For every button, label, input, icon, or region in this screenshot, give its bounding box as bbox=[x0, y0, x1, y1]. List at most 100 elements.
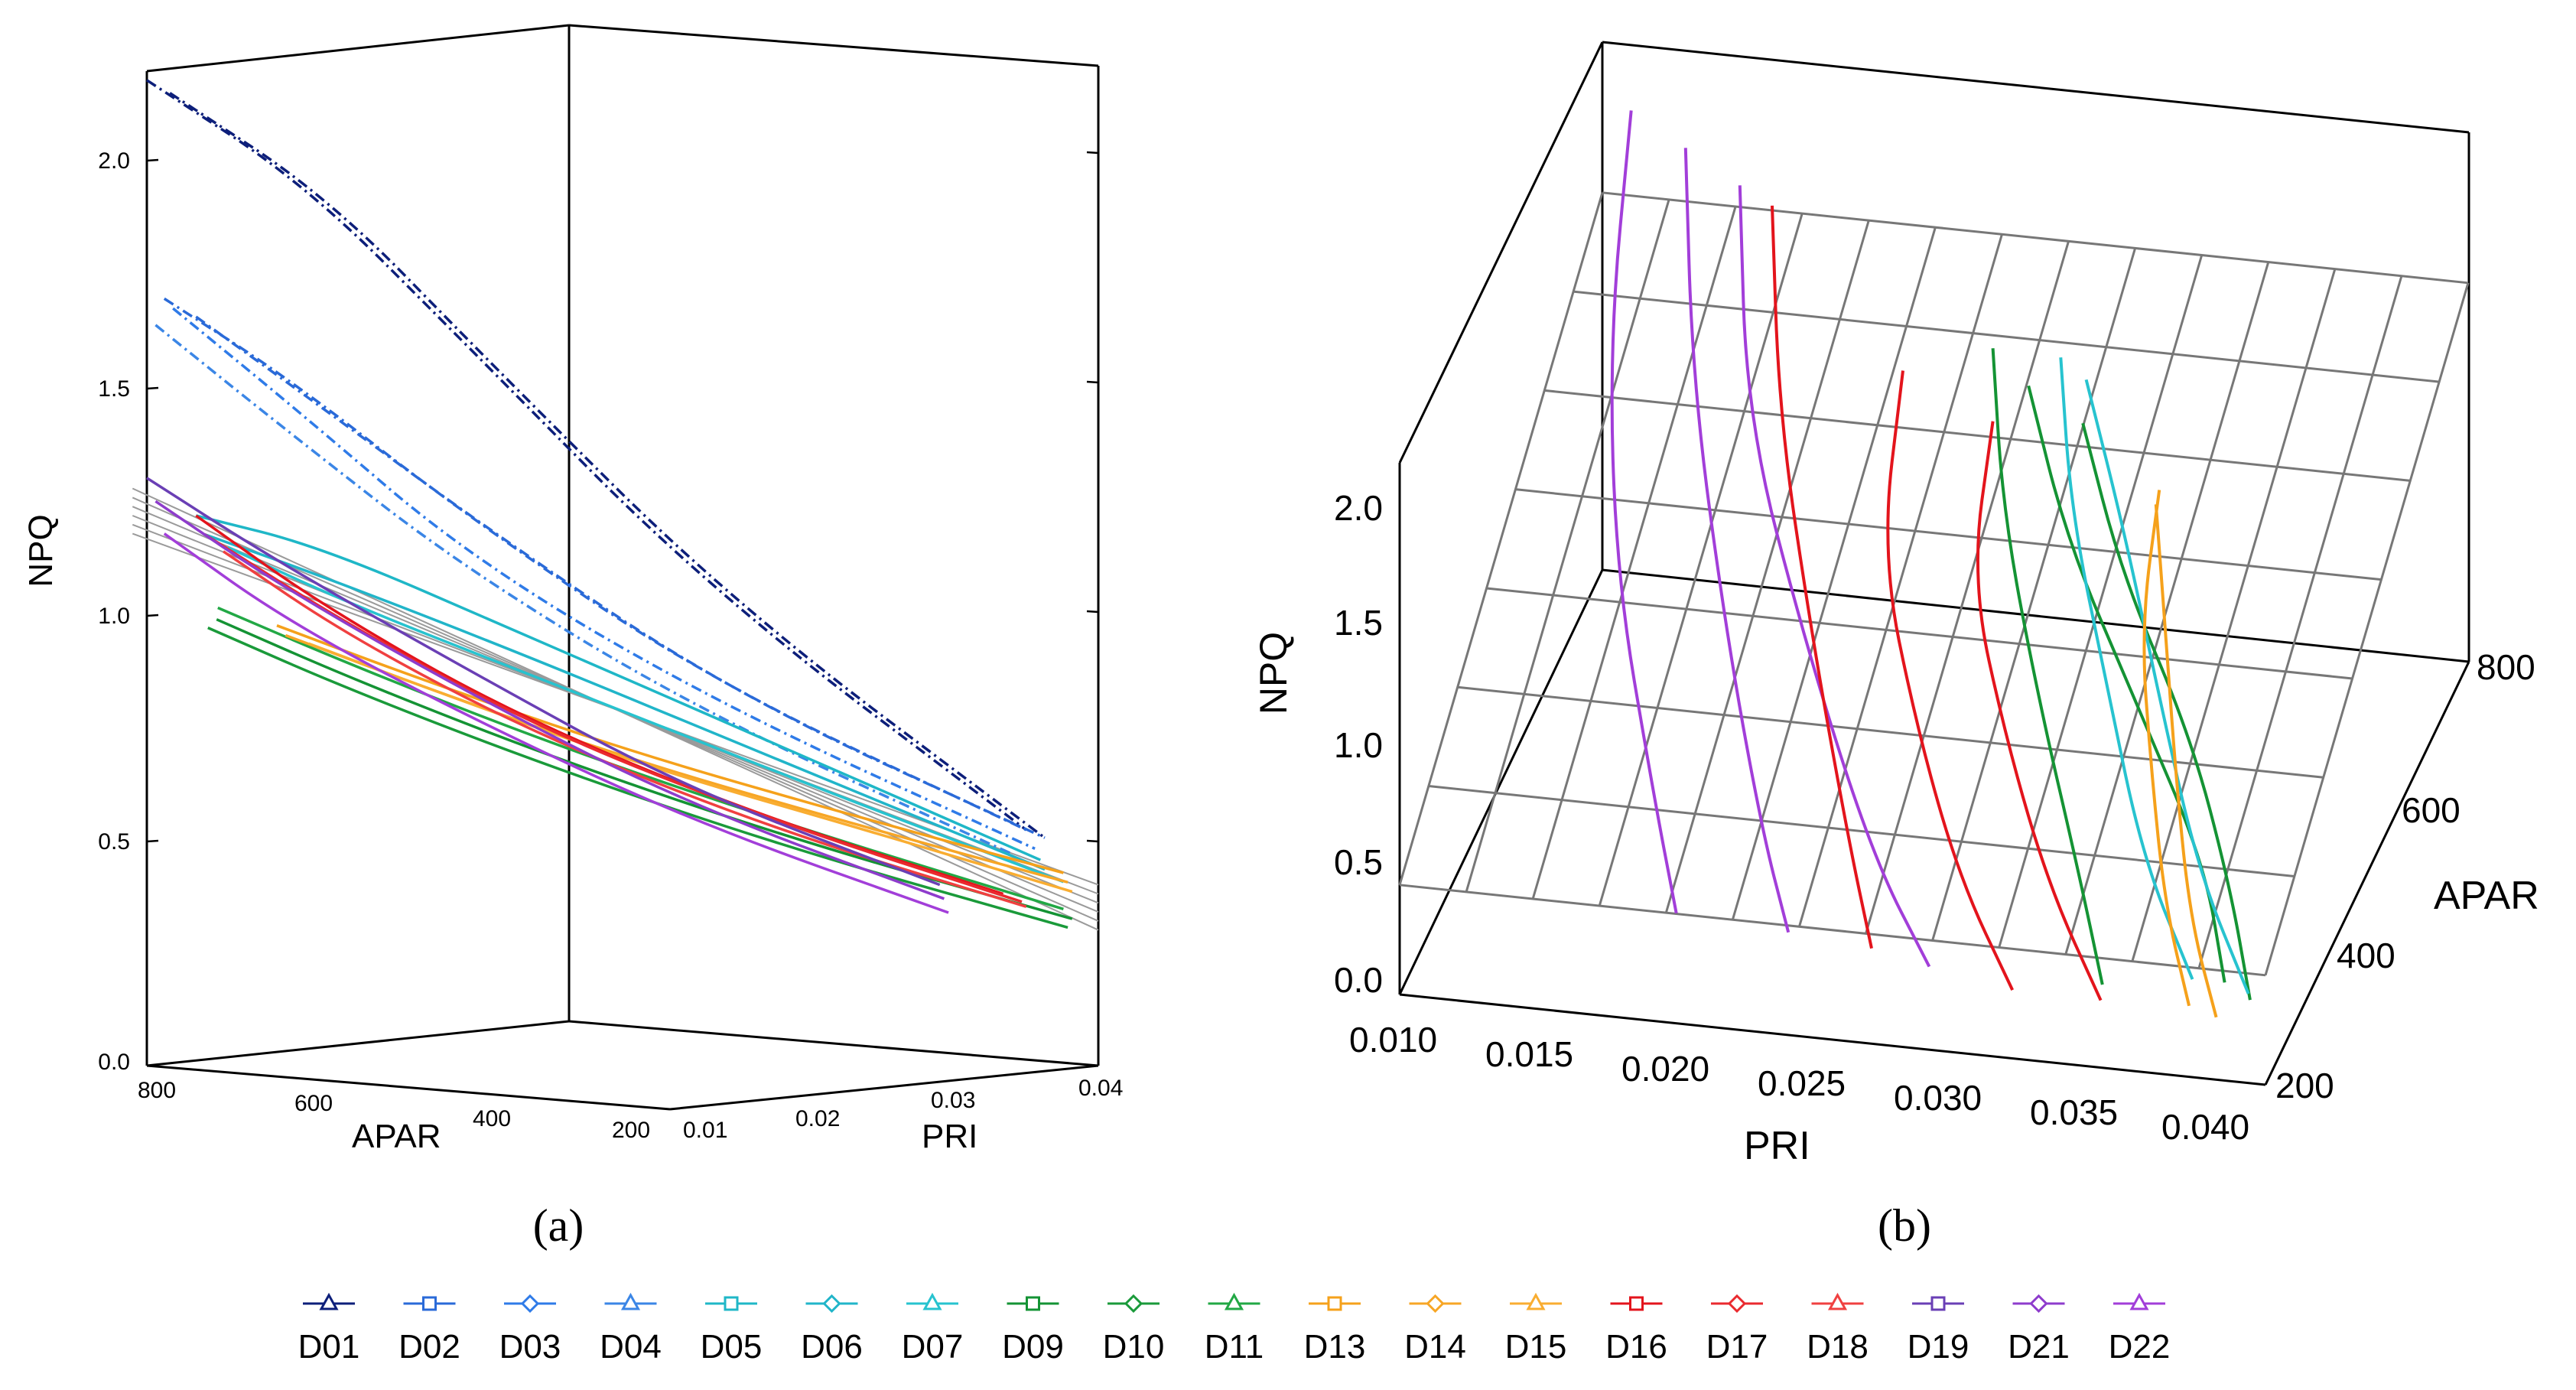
grid-line bbox=[1598, 213, 1804, 907]
legend-label: D21 bbox=[2008, 1328, 2070, 1366]
grid-line bbox=[2064, 262, 2270, 955]
grid-line bbox=[1798, 233, 2003, 927]
triangle-marker-icon bbox=[922, 1292, 942, 1310]
legend: D01 D02 D03 D04 D05 D06 D07 D09 D10 D11 D13 D14 D15 D… bbox=[298, 1292, 2171, 1366]
curve-d22 bbox=[1683, 148, 1791, 933]
legend-item-d19: D19 bbox=[1908, 1296, 1969, 1366]
curve-d09 bbox=[2081, 422, 2252, 1001]
z-tick-label: 2.0 bbox=[1334, 488, 1383, 528]
panel-label-b: (b) bbox=[1878, 1200, 1931, 1251]
box-edge bbox=[1602, 568, 2470, 663]
legend-label: D19 bbox=[1908, 1328, 1969, 1366]
box-edge bbox=[568, 24, 1099, 67]
legend-label: D05 bbox=[701, 1328, 763, 1366]
legend-label: D18 bbox=[1807, 1328, 1869, 1366]
triangle-marker-icon bbox=[1526, 1292, 1546, 1310]
box-edge bbox=[669, 1064, 1099, 1111]
curve-d19 bbox=[146, 477, 941, 887]
x-tick-label: 0.015 bbox=[1485, 1034, 1573, 1074]
z-tick-label: 1.0 bbox=[98, 604, 130, 629]
z-tick-label: 1.5 bbox=[98, 376, 130, 402]
curve-d11 bbox=[217, 606, 1064, 910]
legend-label: D10 bbox=[1103, 1328, 1165, 1366]
y-axis-label: APAR bbox=[352, 1118, 441, 1155]
legend-label: D14 bbox=[1404, 1328, 1466, 1366]
grid-line bbox=[1602, 191, 2469, 285]
z-tick-label: 2.0 bbox=[98, 148, 130, 174]
curve-d13 bbox=[276, 624, 1064, 874]
grid-line bbox=[2264, 282, 2470, 976]
box-edge bbox=[146, 1020, 570, 1067]
box-edge bbox=[146, 1064, 671, 1111]
diamond-marker-icon bbox=[2029, 1294, 2048, 1314]
square-marker-icon bbox=[1327, 1296, 1342, 1311]
curve-d03 bbox=[172, 307, 1036, 850]
legend-label: D11 bbox=[1205, 1328, 1264, 1366]
triangle-marker-icon bbox=[1224, 1292, 1244, 1310]
legend-label: D13 bbox=[1304, 1328, 1366, 1366]
curve-d13 bbox=[2142, 490, 2191, 1007]
triangle-marker-icon bbox=[2129, 1292, 2149, 1310]
diamond-marker-icon bbox=[1727, 1294, 1747, 1314]
x-axis-label: PRI bbox=[922, 1118, 977, 1155]
legend-item-d05: D05 bbox=[701, 1296, 763, 1366]
curve-d22 bbox=[1610, 110, 1678, 914]
legend-item-d14: D14 bbox=[1404, 1294, 1466, 1366]
triangle-marker-icon bbox=[319, 1292, 339, 1310]
curve-d22 bbox=[163, 532, 949, 914]
panel-b-grid-plane bbox=[1398, 191, 2470, 977]
square-marker-icon bbox=[724, 1296, 739, 1311]
curve-d09 bbox=[1991, 348, 2104, 985]
y-tick-label: 400 bbox=[473, 1106, 511, 1131]
grid-line bbox=[1486, 587, 2353, 680]
square-marker-icon bbox=[422, 1296, 437, 1311]
curve-d16 bbox=[1886, 370, 2015, 991]
legend-item-d07: D07 bbox=[902, 1292, 963, 1366]
legend-label: D04 bbox=[600, 1328, 662, 1366]
grid-line bbox=[1399, 884, 2266, 977]
legend-item-d02: D02 bbox=[398, 1296, 460, 1366]
curve-d16 bbox=[1976, 421, 2103, 1001]
legend-label: D22 bbox=[2109, 1328, 2171, 1366]
legend-label: D06 bbox=[801, 1328, 863, 1366]
panel-b-curves bbox=[1610, 110, 2252, 1018]
y-tick-label: 800 bbox=[138, 1078, 176, 1103]
z-tick-label: 1.0 bbox=[1334, 725, 1383, 765]
legend-item-d11: D11 bbox=[1205, 1292, 1264, 1366]
legend-item-d18: D18 bbox=[1807, 1292, 1869, 1366]
curve-d18 bbox=[223, 550, 1027, 908]
grid-line bbox=[1664, 220, 1870, 913]
panel-a bbox=[145, 24, 1100, 1111]
y-tick-label: 200 bbox=[2275, 1066, 2334, 1105]
z-tick-label: 1.5 bbox=[1334, 603, 1383, 643]
legend-item-d21: D21 bbox=[2008, 1294, 2070, 1366]
grid-line bbox=[1865, 240, 2070, 934]
panel-label-a: (a) bbox=[533, 1200, 584, 1251]
legend-label: D16 bbox=[1605, 1328, 1667, 1366]
legend-item-d10: D10 bbox=[1103, 1294, 1165, 1366]
grid-line bbox=[2197, 275, 2403, 969]
box-edge bbox=[1398, 569, 1604, 995]
square-marker-icon bbox=[1026, 1296, 1040, 1311]
triangle-marker-icon bbox=[620, 1292, 641, 1310]
curve-d21 bbox=[154, 500, 945, 900]
legend-label: D17 bbox=[1706, 1328, 1768, 1366]
z-tick-label: 0.5 bbox=[98, 829, 130, 855]
legend-label: D15 bbox=[1505, 1328, 1567, 1366]
tick-mark bbox=[1086, 610, 1099, 614]
curve-d01 bbox=[169, 92, 1046, 839]
grid-line bbox=[1731, 226, 1937, 920]
grid-line bbox=[1998, 255, 2204, 948]
curve-d22 bbox=[1738, 185, 1931, 968]
grid-line bbox=[1428, 785, 2295, 878]
square-marker-icon bbox=[1629, 1296, 1644, 1311]
curve-d10 bbox=[207, 626, 1068, 929]
grid-line bbox=[1544, 389, 2411, 482]
x-tick-label: 0.020 bbox=[1621, 1049, 1709, 1089]
x-tick-label: 0.02 bbox=[795, 1106, 840, 1131]
grid-line bbox=[1465, 199, 1670, 893]
z-tick-label: 0.0 bbox=[98, 1050, 130, 1075]
legend-label: D09 bbox=[1002, 1328, 1064, 1366]
box-edge bbox=[1602, 41, 2470, 134]
